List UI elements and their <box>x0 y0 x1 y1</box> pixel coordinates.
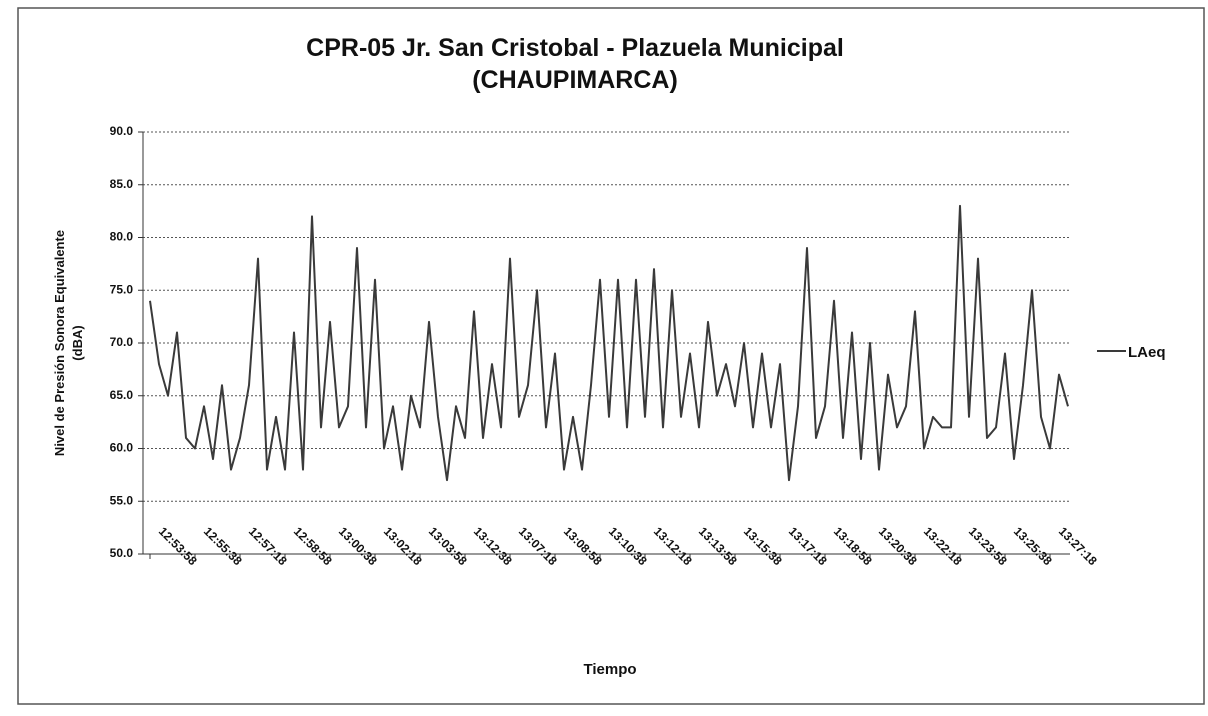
y-tick-label: 50.0 <box>110 546 134 560</box>
x-tick-label: 13:18:58 <box>831 524 875 568</box>
chart-title: CPR-05 Jr. San Cristobal - Plazuela Muni… <box>306 34 844 62</box>
x-tick-label: 12:58:58 <box>291 524 335 568</box>
x-tick-label: 13:00:38 <box>336 524 380 568</box>
x-tick-label: 13:22:18 <box>921 524 965 568</box>
x-tick-label: 13:07:18 <box>516 524 560 568</box>
x-tick-label: 13:02:18 <box>381 524 425 568</box>
x-tick-label: 13:08:58 <box>561 524 605 568</box>
legend-label: LAeq <box>1128 344 1166 361</box>
y-tick-label: 70.0 <box>110 335 134 349</box>
y-axis-label: Nivel de Presión Sonora Equivalente <box>52 230 67 456</box>
x-tick-label: 12:53:58 <box>156 524 200 568</box>
chart-frame <box>17 7 1205 705</box>
x-tick-label: 12:57:18 <box>246 524 290 568</box>
x-tick-label: 13:12:38 <box>471 524 515 568</box>
x-tick-label: 13:10:38 <box>606 524 650 568</box>
data-line <box>149 204 1069 482</box>
y-tick-label: 75.0 <box>110 282 134 296</box>
x-tick-label: 13:25:38 <box>1011 524 1055 568</box>
x-tick-label: 13:23:58 <box>966 524 1010 568</box>
x-tick-label: 13:13:58 <box>696 524 740 568</box>
x-tick-label: 13:12:18 <box>651 524 695 568</box>
y-tick-label: 60.0 <box>110 441 134 455</box>
x-tick-label: 12:55:38 <box>201 524 245 568</box>
y-tick-label: 85.0 <box>110 177 134 191</box>
x-tick-label: 13:17:18 <box>786 524 830 568</box>
y-tick-label: 55.0 <box>110 493 134 507</box>
x-tick-label: 13:15:38 <box>741 524 785 568</box>
x-tick-label: 13:03:58 <box>426 524 470 568</box>
y-tick-label: 80.0 <box>110 230 134 244</box>
y-tick-label: 90.0 <box>110 124 134 138</box>
x-axis-label: Tiempo <box>583 661 636 678</box>
chart-subtitle: (CHAUPIMARCA) <box>472 66 678 94</box>
y-tick-label: 65.0 <box>110 388 134 402</box>
x-tick-label: 13:27:18 <box>1056 524 1100 568</box>
x-tick-label: 13:20:38 <box>876 524 920 568</box>
y-axis-label: (dBA) <box>70 325 85 360</box>
